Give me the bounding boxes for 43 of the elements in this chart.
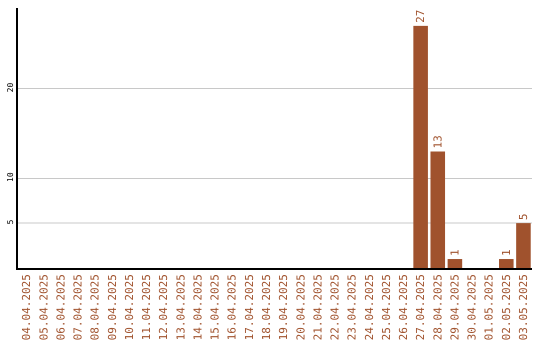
- data-label: 27: [414, 10, 428, 23]
- x-tick-label: 23.04.2025: [346, 274, 359, 340]
- x-tick-label: 10.04.2025: [122, 274, 136, 340]
- data-label: 13: [431, 135, 444, 148]
- x-tick-label: 14.04.2025: [191, 274, 204, 340]
- x-tick-label: 25.04.2025: [380, 274, 393, 340]
- x-tick-label: 29.04.2025: [448, 274, 462, 340]
- x-tick-label: 30.04.2025: [466, 274, 479, 340]
- x-tick-label: 13.04.2025: [174, 274, 188, 340]
- x-tick-label: 19.04.2025: [277, 274, 290, 340]
- x-tick-label: 24.04.2025: [362, 274, 376, 340]
- x-tick-label: 09.04.2025: [106, 274, 119, 340]
- bar: [413, 26, 428, 268]
- x-tick-label: 12.04.2025: [157, 274, 170, 340]
- x-tick-label: 18.04.2025: [260, 274, 274, 340]
- x-tick-label: 03.05.2025: [517, 274, 530, 340]
- x-tick-label: 22.04.2025: [328, 274, 342, 340]
- x-tick-label: 15.04.2025: [208, 274, 222, 340]
- x-tick-label: 08.04.2025: [88, 274, 102, 340]
- x-tick-label: 02.05.2025: [500, 274, 513, 340]
- x-tick-label: 20.04.2025: [294, 274, 308, 340]
- x-tick-label: 06.04.2025: [54, 274, 68, 340]
- x-tick-label: 21.04.2025: [311, 274, 324, 340]
- data-label: 1: [448, 249, 462, 256]
- x-tick-label: 07.04.2025: [72, 274, 85, 340]
- x-tick-label: 04.04.2025: [20, 274, 34, 340]
- x-tick-label: 01.05.2025: [482, 274, 496, 340]
- y-tick-label: 20: [6, 82, 16, 92]
- data-label: 1: [500, 249, 513, 256]
- x-tick-label: 17.04.2025: [242, 274, 256, 340]
- bar: [448, 259, 462, 268]
- x-tick-label: 27.04.2025: [414, 274, 428, 340]
- x-tick-label: 26.04.2025: [397, 274, 410, 340]
- bar: [499, 259, 514, 268]
- x-tick-label: 16.04.2025: [226, 274, 239, 340]
- bar: [516, 223, 531, 268]
- data-label: 5: [516, 214, 530, 220]
- x-tick-label: 11.04.2025: [140, 274, 154, 340]
- x-tick-label: 05.04.2025: [37, 274, 50, 340]
- bar: [430, 151, 446, 268]
- y-tick-label: 10: [6, 172, 16, 182]
- y-tick-label: 5: [6, 219, 16, 224]
- x-tick-label: 28.04.2025: [431, 274, 444, 340]
